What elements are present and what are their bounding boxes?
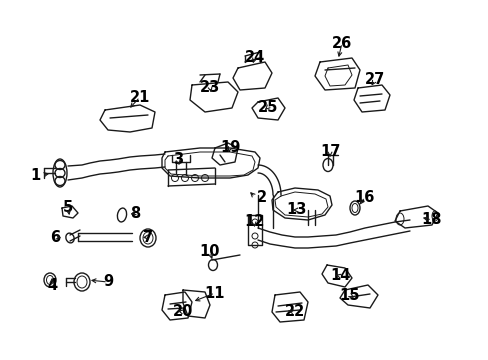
Text: 25: 25 bbox=[257, 99, 278, 114]
Text: 18: 18 bbox=[421, 212, 441, 228]
Text: 24: 24 bbox=[244, 49, 264, 64]
Text: 20: 20 bbox=[172, 305, 193, 320]
Text: 12: 12 bbox=[244, 215, 264, 230]
Text: 4: 4 bbox=[47, 278, 57, 292]
Text: 3: 3 bbox=[173, 153, 183, 167]
Text: 16: 16 bbox=[354, 189, 374, 204]
Text: 15: 15 bbox=[339, 288, 360, 302]
Text: 23: 23 bbox=[200, 80, 220, 94]
Text: 14: 14 bbox=[329, 269, 349, 284]
Text: 11: 11 bbox=[204, 285, 225, 301]
Text: 1: 1 bbox=[30, 167, 40, 183]
Text: 19: 19 bbox=[220, 140, 240, 156]
Text: 10: 10 bbox=[199, 244, 220, 260]
Text: 21: 21 bbox=[129, 90, 150, 104]
Text: 26: 26 bbox=[331, 36, 351, 50]
Text: 6: 6 bbox=[50, 230, 60, 244]
Text: 22: 22 bbox=[285, 305, 305, 320]
Text: 7: 7 bbox=[142, 230, 153, 244]
Text: 17: 17 bbox=[319, 144, 340, 159]
Text: 5: 5 bbox=[63, 201, 73, 216]
Text: 27: 27 bbox=[364, 72, 385, 87]
Text: 2: 2 bbox=[256, 189, 266, 204]
Text: 9: 9 bbox=[103, 274, 113, 289]
Text: 13: 13 bbox=[286, 202, 306, 217]
Text: 8: 8 bbox=[130, 206, 140, 220]
